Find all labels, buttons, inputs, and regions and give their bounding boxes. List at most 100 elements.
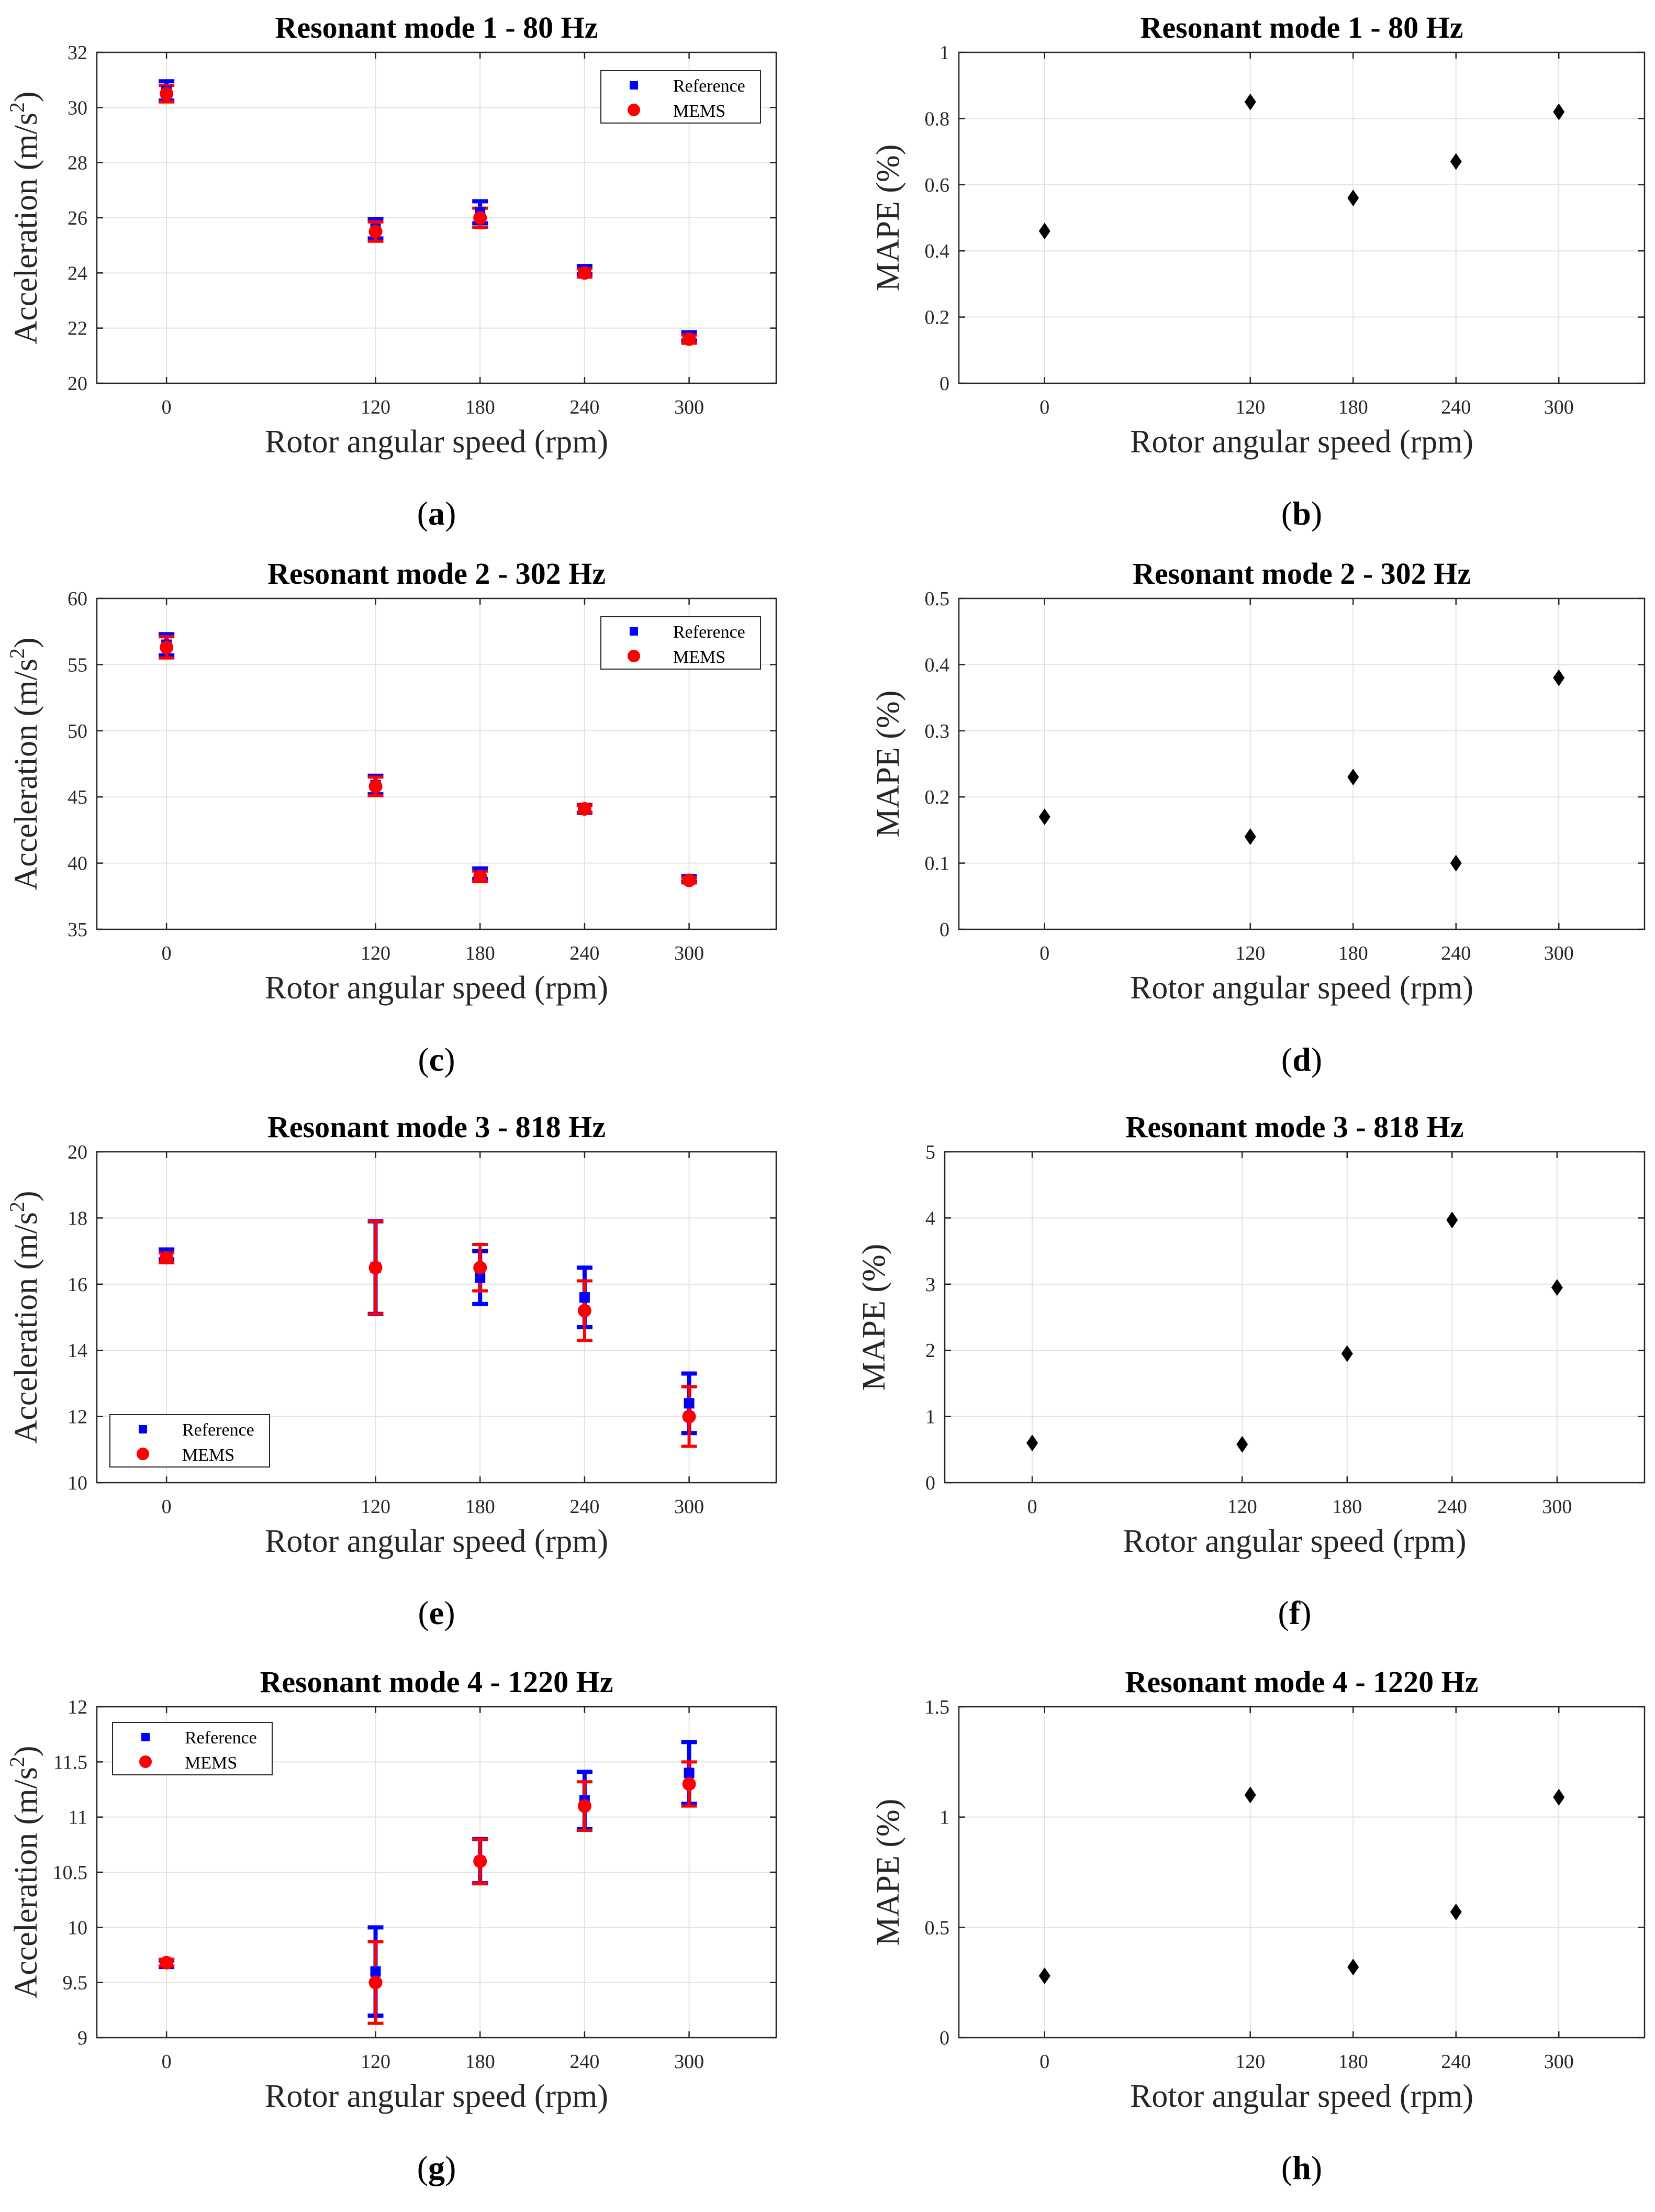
panel-a: 0 120 180 240 300 20 22 24 26 28 30 32 Resonant mode… xyxy=(5,10,777,532)
y-axis-label-end: ) xyxy=(8,91,44,102)
mems-point xyxy=(473,1261,487,1275)
y-tick-label: 0.5 xyxy=(925,588,950,610)
mape-point xyxy=(1038,808,1050,826)
x-tick-label: 240 xyxy=(569,2051,599,2073)
mape-point xyxy=(1244,1786,1256,1804)
plot-area xyxy=(945,1152,1645,1483)
legend: Reference MEMS xyxy=(600,70,761,124)
subfigure-paren-close: ) xyxy=(1300,1594,1311,1631)
x-axis-label: Rotor angular speed (rpm) xyxy=(1130,2078,1473,2114)
y-axis-label: Acceleration (m/s2) xyxy=(5,637,44,890)
y-axis-label-main: Acceleration (m/s xyxy=(8,659,44,890)
y-tick-label: 14 xyxy=(68,1340,87,1362)
subfigure-label: (b) xyxy=(1281,495,1322,532)
legend-reference-marker xyxy=(139,1425,147,1433)
y-axis-label: MAPE (%) xyxy=(870,144,906,292)
axes-box xyxy=(96,597,777,930)
x-tick-label: 120 xyxy=(1235,396,1265,418)
mape-point xyxy=(1446,1211,1458,1229)
mape-point xyxy=(1347,769,1359,786)
chart-title: Resonant mode 2 - 302 Hz xyxy=(267,557,606,591)
reference-point xyxy=(684,1768,695,1779)
chart-title: Resonant mode 2 - 302 Hz xyxy=(1133,557,1471,591)
mems-point xyxy=(160,87,174,101)
mape-point xyxy=(1244,828,1256,846)
x-tick-label: 120 xyxy=(1227,1496,1257,1518)
mape-point xyxy=(1450,854,1462,872)
y-tick-label: 22 xyxy=(68,318,87,340)
legend-box xyxy=(600,70,761,124)
mape-point xyxy=(1450,153,1462,170)
x-axis-label: Rotor angular speed (rpm) xyxy=(1123,1524,1467,1559)
x-tick-label: 0 xyxy=(162,2051,172,2073)
y-axis-label: MAPE (%) xyxy=(870,1799,906,1946)
subfigure-label: (g) xyxy=(417,2149,456,2186)
chart-title: Resonant mode 1 - 80 Hz xyxy=(275,10,598,45)
reference-point xyxy=(370,1966,381,1977)
mems-point xyxy=(160,1251,174,1265)
panel-c: 0 120 180 240 300 35 40 45 50 55 60 Resonant mode 2… xyxy=(5,557,777,1078)
plot-area xyxy=(959,598,1645,929)
subfigure-letter: h xyxy=(1292,2149,1311,2186)
mems-point xyxy=(682,1777,696,1791)
y-axis-label: Acceleration (m/s2) xyxy=(5,91,44,344)
legend-reference-marker xyxy=(141,1733,150,1741)
x-tick-label: 0 xyxy=(1039,396,1049,418)
legend-mems-marker xyxy=(139,1755,152,1768)
chart-title: Resonant mode 4 - 1220 Hz xyxy=(260,1665,613,1699)
mems-point xyxy=(368,1261,383,1275)
subfigure-letter: b xyxy=(1292,495,1311,532)
x-tick-label: 180 xyxy=(1338,942,1368,964)
y-tick-label: 9 xyxy=(77,2027,87,2049)
subfigure-paren-open: ( xyxy=(417,495,428,532)
mems-point xyxy=(368,225,383,239)
mems-point xyxy=(368,779,383,793)
subfigure-paren-open: ( xyxy=(1281,495,1292,532)
x-tick-label: 240 xyxy=(1437,1496,1467,1518)
mape-point xyxy=(1038,1968,1050,1985)
x-tick-label: 300 xyxy=(674,942,704,964)
x-tick-label: 300 xyxy=(674,396,704,418)
x-tick-label: 300 xyxy=(1544,396,1574,418)
y-axis-label-end: ) xyxy=(8,1746,44,1757)
subfigure-paren-open: ( xyxy=(1281,2149,1292,2186)
x-axis-label: Rotor angular speed (rpm) xyxy=(265,970,608,1006)
subfigure-label: (d) xyxy=(1281,1041,1322,1078)
y-tick-label: 28 xyxy=(68,152,87,174)
y-axis-label-main: Acceleration (m/s xyxy=(8,1212,44,1443)
x-tick-label: 300 xyxy=(1542,1496,1572,1518)
y-axis-label-main: Acceleration (m/s xyxy=(8,113,44,344)
y-tick-label: 2 xyxy=(925,1340,935,1362)
x-tick-label: 120 xyxy=(1235,942,1265,964)
subfigure-letter: d xyxy=(1292,1041,1311,1078)
y-axis-label-sup: 2 xyxy=(5,1202,29,1212)
x-tick-label: 120 xyxy=(1235,2051,1265,2073)
subfigure-paren-close: ) xyxy=(444,1041,455,1078)
y-tick-label: 30 xyxy=(68,97,87,119)
legend-mems-label: MEMS xyxy=(673,648,725,667)
y-tick-label: 11 xyxy=(68,1807,87,1829)
mape-point xyxy=(1244,93,1256,110)
axes-box xyxy=(958,1706,1646,2039)
x-tick-label: 120 xyxy=(361,396,390,418)
chart-title: Resonant mode 1 - 80 Hz xyxy=(1140,10,1463,45)
mape-point xyxy=(1450,1903,1462,1920)
legend-reference-marker xyxy=(630,81,638,90)
y-tick-label: 20 xyxy=(68,373,87,395)
y-tick-label: 0.4 xyxy=(925,654,950,676)
mems-point xyxy=(682,873,696,887)
y-axis-label: MAPE (%) xyxy=(870,691,906,838)
x-tick-label: 0 xyxy=(1027,1496,1037,1518)
legend-mems-label: MEMS xyxy=(182,1446,234,1465)
x-tick-label: 180 xyxy=(465,2051,495,2073)
y-tick-label: 12 xyxy=(68,1406,87,1428)
y-tick-label: 5 xyxy=(925,1141,935,1163)
mape-point xyxy=(1341,1345,1353,1362)
subfigure-paren-open: ( xyxy=(417,2149,428,2186)
y-tick-label: 0.2 xyxy=(925,786,950,808)
legend-box xyxy=(109,1414,270,1468)
reference-point xyxy=(475,1272,486,1283)
subfigure-letter: g xyxy=(428,2149,445,2186)
y-axis-label-main: Acceleration (m/s xyxy=(8,1767,44,1998)
x-tick-label: 120 xyxy=(361,2051,390,2073)
